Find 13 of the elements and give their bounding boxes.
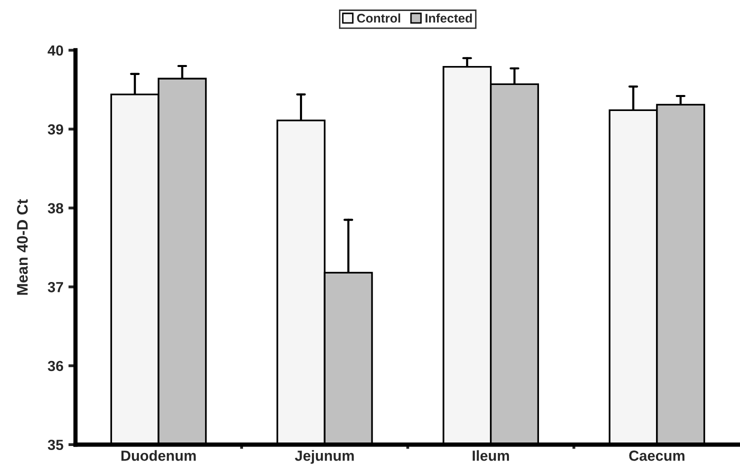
x-tick-label: Ileum [472,450,509,461]
y-tick-label: 35 [48,440,64,450]
legend-label: Control [357,13,400,23]
x-tick-label: Jejunum [294,450,354,464]
y-tick-label: 38 [48,203,64,214]
y-axis-title: Mean 40-D Ct [16,199,28,295]
legend-label: Infected [426,13,472,23]
y-tick-label: 39 [48,124,64,135]
y-tick-label: 37 [48,282,64,292]
y-tick-label: 40 [48,45,64,56]
x-tick-label: Duodenum [121,450,196,461]
y-tick-label: 36 [48,360,64,372]
x-tick-label: Caecum [629,450,684,461]
